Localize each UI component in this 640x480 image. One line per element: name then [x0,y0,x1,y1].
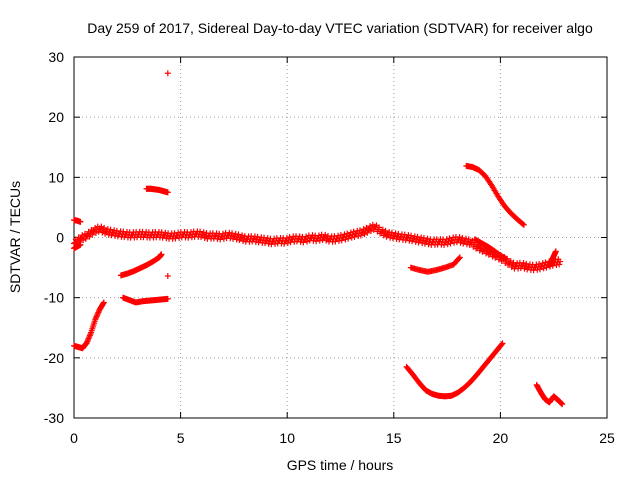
data-point [459,234,466,241]
data-point [465,236,472,243]
data-point [83,232,90,239]
data-point [303,238,310,245]
data-point [523,260,530,267]
axis-ticks: 0 5 10 15 20 25 -30 -20 -10 0 10 20 30 [44,49,615,446]
data-point [164,295,171,302]
data-point [158,251,165,258]
data-point [284,240,291,247]
data-point [351,233,358,240]
data-point [164,273,171,280]
data-point [414,233,421,240]
data-point [364,229,371,236]
data-point [556,261,563,268]
y-tick-label: 20 [48,109,64,125]
data-point [338,237,345,244]
data-point [557,258,564,265]
chart-title: Day 259 of 2017, Sidereal Day-to-day VTE… [87,20,593,36]
data-point [93,313,100,320]
x-tick-label: 20 [493,430,509,446]
x-tick-label: 0 [70,430,78,446]
data-point [543,264,550,271]
data-point [107,226,114,233]
data-point [444,241,451,248]
y-tick-label: -10 [44,290,64,306]
x-axis-label: GPS time / hours [287,457,394,473]
data-point [342,236,349,243]
data-point [456,234,463,241]
data-point [498,341,505,348]
x-tick-label: 5 [177,430,185,446]
data-point [100,300,107,307]
y-axis-label: SDTVAR / TECUs [7,181,23,293]
y-tick-label: 30 [48,49,64,65]
data-point [220,235,227,242]
data-point [92,316,99,323]
data-point [92,229,99,236]
data-point [98,223,105,230]
data-point [520,259,527,266]
data-point [420,235,427,242]
data-point [94,312,101,319]
data-point [361,231,368,238]
data-point [367,228,374,235]
data-point [520,221,527,228]
data-point [316,237,323,244]
data-point [376,224,383,231]
data-point [345,235,352,242]
data-point [455,255,462,262]
data-points [71,70,566,408]
data-point [82,235,89,242]
x-tick-label: 25 [599,430,615,446]
y-tick-label: 0 [56,230,64,246]
data-point [89,231,96,238]
data-point [447,240,454,247]
data-point [101,224,108,231]
data-point [92,314,99,321]
data-point [95,309,102,316]
data-point [80,237,87,244]
x-tick-label: 10 [279,430,295,446]
data-point [540,265,547,272]
data-point [456,254,463,261]
data-point [388,229,395,236]
y-tick-label: 10 [48,169,64,185]
data-point [559,401,566,408]
data-point [552,248,559,255]
x-tick-label: 15 [386,430,402,446]
y-tick-label: -20 [44,350,64,366]
data-point [408,232,415,239]
data-point [164,189,171,196]
data-point [510,259,517,266]
data-point [558,399,565,406]
data-point [382,227,389,234]
data-point [239,232,246,239]
data-point [499,340,506,347]
data-point [379,226,386,233]
data-point [348,234,355,241]
data-point [322,231,329,238]
data-point [503,256,510,263]
data-point [536,266,543,273]
data-point [77,241,84,248]
data-point [235,231,242,238]
data-point [519,221,526,228]
data-point [357,232,364,239]
data-point [164,70,171,77]
data-point [229,230,236,237]
data-point [558,400,565,407]
data-point [200,229,207,236]
data-point [77,218,84,225]
data-point [100,299,107,306]
data-point [94,310,101,317]
y-tick-label: -30 [44,410,64,426]
